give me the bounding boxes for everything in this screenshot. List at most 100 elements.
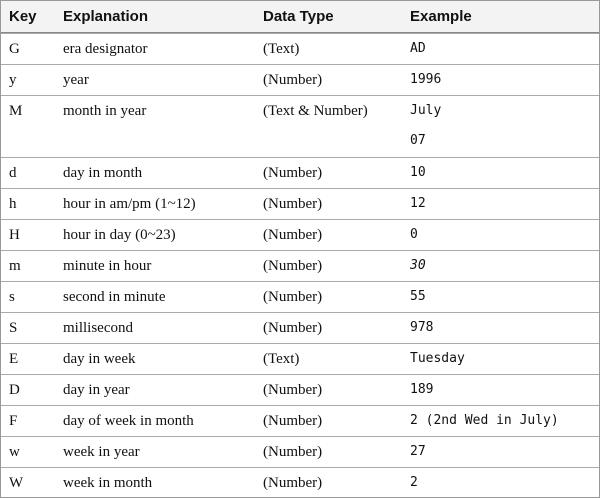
key-cell: G xyxy=(1,34,63,64)
cell-text: (Number) xyxy=(263,165,323,181)
type-cell: (Number) xyxy=(263,406,410,436)
header-cell: Data Type xyxy=(263,8,334,25)
table-row: w week in year (Number) 27 xyxy=(1,436,599,467)
explanation-cell: month in year xyxy=(63,96,263,157)
cell-text: month in year xyxy=(63,103,147,119)
key-cell: D xyxy=(1,375,63,405)
example-text: 27 xyxy=(410,444,426,459)
type-cell: (Number) xyxy=(263,251,410,281)
cell-text: (Number) xyxy=(263,289,323,305)
cell-text: day in year xyxy=(63,382,130,398)
type-cell: (Text & Number) xyxy=(263,96,410,157)
type-cell: (Number) xyxy=(263,65,410,95)
cell-text: minute in hour xyxy=(63,258,152,274)
example-cell: 12 xyxy=(410,189,599,219)
type-cell: (Number) xyxy=(263,282,410,312)
explanation-cell: minute in hour xyxy=(63,251,263,281)
example-text: 978 xyxy=(410,320,434,335)
table-row: s second in minute (Number) 55 xyxy=(1,281,599,312)
cell-text: hour in am/pm (1~12) xyxy=(63,196,196,212)
type-cell: (Number) xyxy=(263,313,410,343)
key-cell: w xyxy=(1,437,63,467)
table-row: d day in month (Number) 10 xyxy=(1,157,599,188)
key-cell: W xyxy=(1,468,63,498)
cell-text: E xyxy=(9,351,19,367)
cell-text: S xyxy=(9,320,18,336)
example-text: Tuesday xyxy=(410,351,465,366)
type-cell: (Text) xyxy=(263,344,410,374)
example-cell: Tuesday xyxy=(410,344,599,374)
example-text: 55 xyxy=(410,289,426,304)
explanation-cell: day in week xyxy=(63,344,263,374)
cell-text: (Text & Number) xyxy=(263,103,368,119)
cell-text: week in month xyxy=(63,475,153,491)
cell-text: year xyxy=(63,72,89,88)
key-cell: h xyxy=(1,189,63,219)
cell-text: h xyxy=(9,196,17,212)
cell-text: millisecond xyxy=(63,320,133,336)
key-cell: H xyxy=(1,220,63,250)
type-cell: (Number) xyxy=(263,220,410,250)
cell-text: second in minute xyxy=(63,289,166,305)
key-cell: S xyxy=(1,313,63,343)
example-cell: 0 xyxy=(410,220,599,250)
cell-text: d xyxy=(9,165,17,181)
cell-text: D xyxy=(9,382,20,398)
key-cell: F xyxy=(1,406,63,436)
example-text: AD xyxy=(410,41,426,56)
example-cell: 55 xyxy=(410,282,599,312)
header-row: Key Explanation Data Type Example xyxy=(1,1,599,33)
example-text: 12 xyxy=(410,196,426,211)
cell-text: (Number) xyxy=(263,382,323,398)
table-row: y year (Number) 1996 xyxy=(1,64,599,95)
header-cell: Explanation xyxy=(63,8,149,25)
explanation-cell: week in year xyxy=(63,437,263,467)
example-cell: 189 xyxy=(410,375,599,405)
example-cell: 10 xyxy=(410,158,599,188)
cell-text: (Number) xyxy=(263,320,323,336)
type-cell: (Number) xyxy=(263,437,410,467)
cell-text: (Number) xyxy=(263,227,323,243)
key-cell: M xyxy=(1,96,63,157)
type-cell: (Number) xyxy=(263,158,410,188)
cell-text: y xyxy=(9,72,17,88)
example-text: 2 xyxy=(410,475,418,490)
cell-text: week in year xyxy=(63,444,140,460)
example-text: 1996 xyxy=(410,72,442,87)
explanation-cell: day of week in month xyxy=(63,406,263,436)
example-text: July xyxy=(410,103,442,118)
key-cell: E xyxy=(1,344,63,374)
cell-text: hour in day (0~23) xyxy=(63,227,176,243)
cell-text: G xyxy=(9,41,20,57)
type-cell: (Number) xyxy=(263,375,410,405)
example-text: 30 xyxy=(410,258,426,273)
example-text: 189 xyxy=(410,382,434,397)
cell-text: day in week xyxy=(63,351,136,367)
cell-text: day in month xyxy=(63,165,143,181)
cell-text: m xyxy=(9,258,21,274)
cell-text: H xyxy=(9,227,20,243)
example-cell: 30 xyxy=(410,251,599,281)
key-cell: m xyxy=(1,251,63,281)
header-cell: Example xyxy=(410,8,472,25)
header-cell: Key xyxy=(9,8,37,25)
explanation-cell: day in month xyxy=(63,158,263,188)
cell-text: M xyxy=(9,103,23,119)
example-text: 2 (2nd Wed in July) xyxy=(410,413,559,428)
explanation-cell: week in month xyxy=(63,468,263,498)
cell-text: (Text) xyxy=(263,351,300,367)
type-cell: (Text) xyxy=(263,34,410,64)
cell-text: (Text) xyxy=(263,41,300,57)
cell-text: (Number) xyxy=(263,72,323,88)
cell-text: W xyxy=(9,475,24,491)
cell-text: (Number) xyxy=(263,475,323,491)
